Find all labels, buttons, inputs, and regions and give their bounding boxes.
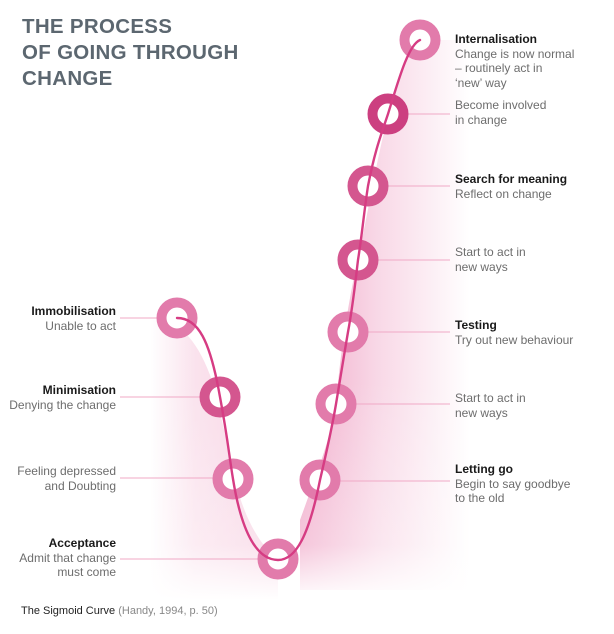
desc-testing: Try out new behaviour bbox=[455, 332, 574, 347]
page-title: THE PROCESS OF GOING THROUGH CHANGE bbox=[22, 14, 239, 92]
figure-caption: The Sigmoid Curve (Handy, 1994, p. 50) bbox=[21, 605, 218, 617]
heading-acceptance: Acceptance bbox=[48, 536, 116, 550]
desc-acceptance: Admit that change must come bbox=[19, 550, 116, 580]
sigmoid-curve bbox=[175, 38, 422, 562]
label-minimisation: Minimisation Denying the change bbox=[9, 383, 116, 412]
desc-search-for-meaning: Reflect on change bbox=[455, 186, 552, 201]
heading-letting-go: Letting go bbox=[455, 462, 513, 476]
heading-immobilisation: Immobilisation bbox=[31, 304, 116, 318]
desc-depressed: Feeling depressed and Doubting bbox=[17, 464, 116, 493]
title-line-2: OF GOING THROUGH bbox=[22, 41, 239, 64]
label-become-involved: Become involved in change bbox=[455, 98, 546, 127]
title-line-3: CHANGE bbox=[22, 67, 113, 90]
label-depressed: Feeling depressed and Doubting bbox=[17, 464, 116, 493]
heading-internalisation: Internalisation bbox=[455, 32, 538, 46]
label-start-to-act-1: Start to act in new ways bbox=[455, 391, 526, 420]
heading-testing: Testing bbox=[455, 318, 497, 332]
label-testing: Testing Try out new behaviour bbox=[455, 318, 573, 347]
caption-main: The Sigmoid Curve bbox=[21, 605, 116, 617]
label-immobilisation: Immobilisation Unable to act bbox=[31, 304, 116, 333]
title-line-1: THE PROCESS bbox=[22, 15, 173, 38]
desc-minimisation: Denying the change bbox=[9, 397, 116, 412]
label-start-to-act-2: Start to act in new ways bbox=[455, 245, 526, 274]
heading-search-for-meaning: Search for meaning bbox=[455, 172, 568, 186]
desc-start-to-act-2: Start to act in new ways bbox=[455, 245, 526, 274]
label-acceptance: Acceptance Admit that change must come bbox=[19, 536, 116, 580]
desc-letting-go: Begin to say goodbye to the old bbox=[455, 476, 571, 506]
label-letting-go: Letting go Begin to say goodbye to the o… bbox=[455, 462, 570, 506]
desc-internalisation: Change is now normal – routinely act in … bbox=[455, 46, 575, 90]
desc-become-involved: Become involved in change bbox=[455, 98, 547, 127]
desc-immobilisation: Unable to act bbox=[45, 318, 116, 333]
label-internalisation: Internalisation Change is now normal – r… bbox=[455, 32, 574, 90]
heading-minimisation: Minimisation bbox=[42, 383, 116, 397]
caption-citation: (Handy, 1994, p. 50) bbox=[118, 605, 218, 617]
label-search-for-meaning: Search for meaning Reflect on change bbox=[455, 172, 567, 201]
desc-start-to-act-1: Start to act in new ways bbox=[455, 391, 526, 420]
